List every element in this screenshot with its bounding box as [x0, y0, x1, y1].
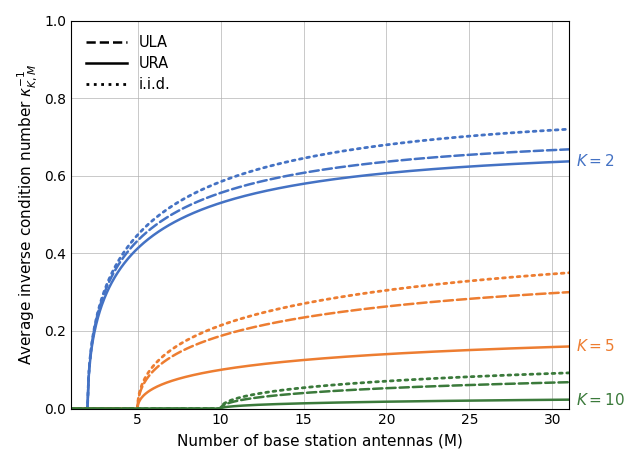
- Text: $K = 5$: $K = 5$: [576, 338, 615, 355]
- Legend: ULA, URA, i.i.d.: ULA, URA, i.i.d.: [79, 28, 177, 99]
- Text: $K = 10$: $K = 10$: [576, 392, 625, 407]
- X-axis label: Number of base station antennas (M): Number of base station antennas (M): [177, 433, 463, 448]
- Text: $K = 2$: $K = 2$: [576, 153, 615, 169]
- Y-axis label: Average inverse condition number $\kappa_{K,M}^{-1}$: Average inverse condition number $\kappa…: [15, 64, 39, 365]
